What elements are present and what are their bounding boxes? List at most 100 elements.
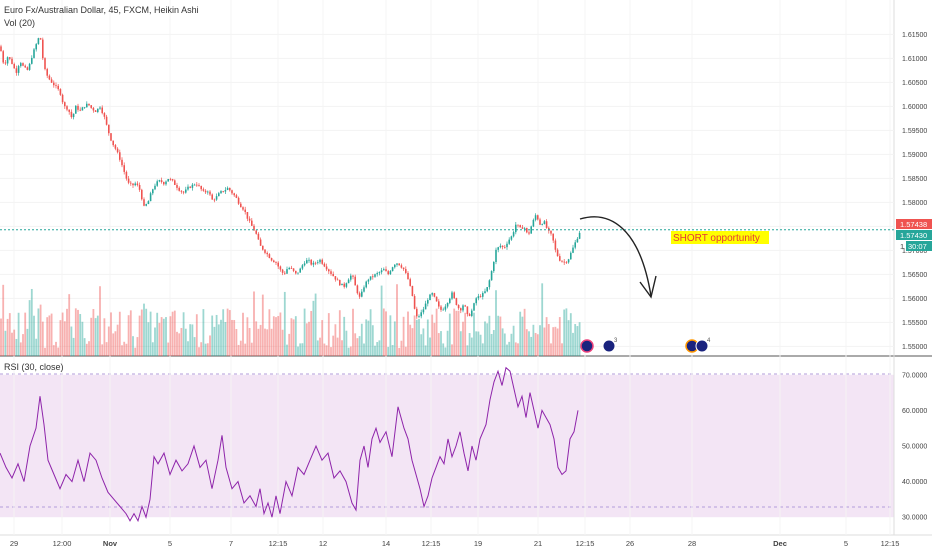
volume-bar bbox=[35, 338, 38, 356]
candle-body bbox=[561, 260, 563, 262]
volume-bar bbox=[68, 294, 71, 356]
candle-body bbox=[180, 190, 183, 192]
candle-body bbox=[334, 276, 337, 280]
candle-body bbox=[413, 296, 416, 309]
candle-body bbox=[48, 75, 51, 80]
volume-bar bbox=[250, 342, 253, 356]
price-tick-label: 1.58500 bbox=[902, 176, 927, 183]
volume-bar bbox=[138, 315, 141, 356]
candle-body bbox=[240, 203, 242, 208]
candle-body bbox=[449, 298, 451, 303]
volume-bar bbox=[162, 318, 165, 356]
price-tick-label: 1.60000 bbox=[902, 104, 927, 111]
volume-bar bbox=[105, 342, 108, 356]
volume-bar bbox=[275, 317, 277, 356]
volume-bar bbox=[237, 344, 240, 356]
volume-bar bbox=[134, 347, 137, 356]
volume-bar bbox=[367, 320, 370, 356]
candle-body bbox=[572, 247, 574, 253]
volume-bar bbox=[220, 319, 222, 356]
volume-bar bbox=[132, 336, 134, 356]
candle-body bbox=[411, 285, 414, 297]
volume-bar bbox=[125, 343, 128, 356]
time-tick-label: 19 bbox=[474, 539, 482, 548]
volume-bar bbox=[200, 342, 203, 356]
candle-body bbox=[15, 68, 18, 73]
candle-body bbox=[273, 260, 275, 263]
candle-body bbox=[255, 230, 257, 234]
candle-body bbox=[215, 196, 218, 200]
candle-body bbox=[141, 189, 143, 200]
candle-body bbox=[402, 267, 405, 270]
volume-bar bbox=[154, 327, 156, 356]
candle-body bbox=[464, 305, 466, 307]
volume-bar bbox=[422, 328, 425, 356]
candle-body bbox=[303, 263, 306, 266]
candle-body bbox=[306, 260, 308, 264]
candle-body bbox=[528, 232, 530, 234]
rsi-tick-label: 40.0000 bbox=[902, 479, 927, 486]
candle-body bbox=[534, 215, 537, 220]
volume-bar bbox=[2, 284, 5, 356]
event-marker-icon[interactable] bbox=[580, 339, 594, 353]
candle-body bbox=[468, 314, 471, 316]
candle-body bbox=[281, 269, 284, 273]
candle-body bbox=[556, 249, 559, 257]
candle-body bbox=[389, 271, 392, 275]
rsi-tick-label: 50.0000 bbox=[902, 444, 927, 451]
candle-body bbox=[422, 309, 425, 313]
volume-bar bbox=[371, 325, 374, 356]
candle-body bbox=[46, 69, 48, 76]
candle-body bbox=[457, 305, 460, 309]
volume-bar bbox=[543, 327, 546, 356]
volume-bar bbox=[301, 343, 304, 356]
last-price-badge bbox=[896, 230, 932, 240]
volume-bar bbox=[30, 288, 33, 356]
candle-body bbox=[147, 201, 150, 205]
candle-body bbox=[72, 113, 75, 118]
volume-bar bbox=[517, 343, 519, 356]
event-marker-icon[interactable] bbox=[695, 339, 709, 353]
countdown-text: 30:07 bbox=[908, 242, 927, 251]
candle-body bbox=[103, 113, 106, 117]
volume-bar bbox=[323, 343, 326, 356]
candle-body bbox=[429, 294, 431, 301]
volume-bar bbox=[121, 345, 123, 356]
volume-bar bbox=[374, 345, 376, 356]
volume-bar bbox=[15, 338, 18, 356]
event-marker-icon[interactable] bbox=[602, 339, 616, 353]
time-tick-label: 12:00 bbox=[53, 539, 72, 548]
candle-body bbox=[68, 109, 70, 112]
candle-body bbox=[160, 180, 163, 182]
candle-body bbox=[563, 261, 565, 263]
volume-bar bbox=[545, 317, 548, 356]
candle-body bbox=[204, 190, 207, 193]
volume-bar bbox=[411, 328, 414, 356]
volume-bar bbox=[508, 341, 511, 356]
candle-body bbox=[196, 184, 198, 186]
axis-prefix-text: 1 bbox=[900, 242, 904, 251]
candle-body bbox=[292, 268, 295, 271]
countdown-badge bbox=[906, 241, 932, 251]
candle-body bbox=[301, 265, 304, 269]
volume-bar bbox=[541, 283, 544, 356]
annotation-text[interactable]: SHORT opportunity bbox=[673, 233, 760, 244]
candle-body bbox=[537, 215, 539, 220]
candle-body bbox=[262, 245, 264, 250]
volume-bar bbox=[156, 312, 159, 356]
volume-bar bbox=[129, 310, 132, 356]
volume-bar bbox=[264, 328, 266, 356]
volume-bar bbox=[217, 324, 220, 356]
candle-body bbox=[266, 252, 268, 255]
volume-bar bbox=[191, 324, 194, 356]
candle-body bbox=[218, 193, 220, 197]
candle-body bbox=[541, 224, 543, 225]
volume-bar bbox=[431, 314, 434, 356]
candle-body bbox=[244, 209, 246, 212]
candle-body bbox=[336, 279, 339, 281]
candle-body bbox=[339, 280, 341, 286]
candle-body bbox=[567, 259, 570, 263]
candle-body bbox=[99, 107, 101, 109]
